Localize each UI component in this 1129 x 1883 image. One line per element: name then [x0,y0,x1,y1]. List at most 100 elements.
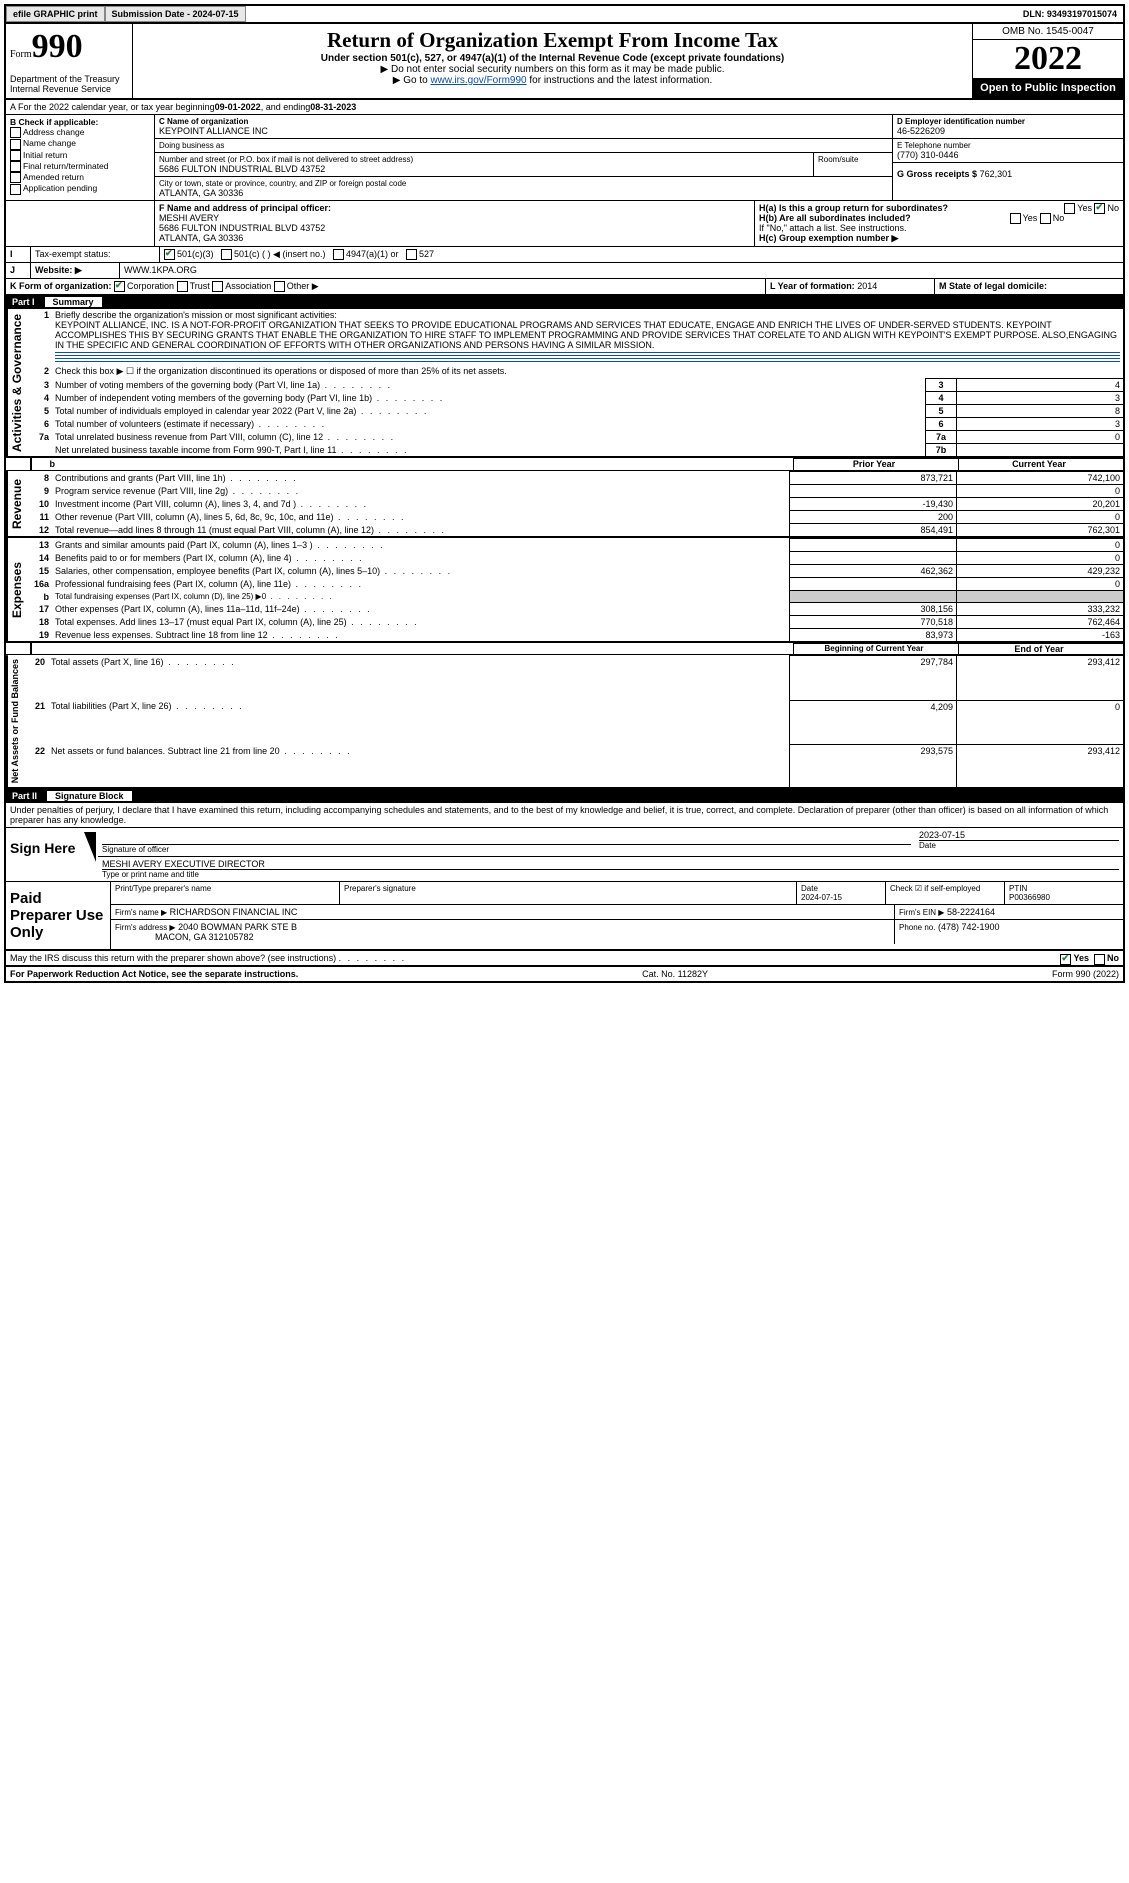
ha-yes-checkbox[interactable] [1064,203,1075,214]
ein-label: D Employer identification number [897,117,1119,126]
discuss-no-checkbox[interactable] [1094,954,1105,965]
501c3-checkbox[interactable] [164,249,175,260]
pra-notice: For Paperwork Reduction Act Notice, see … [10,969,298,979]
end-year-header: End of Year [958,643,1123,654]
table-row: 9Program service revenue (Part VIII, lin… [26,485,1123,498]
firm-addr1: 2040 BOWMAN PARK STE B [178,922,297,932]
assoc-checkbox[interactable] [212,281,223,292]
line-i: I Tax-exempt status: 501(c)(3) 501(c) ( … [6,247,1123,263]
ha-no-checkbox[interactable] [1094,203,1105,214]
footer: For Paperwork Reduction Act Notice, see … [6,967,1123,981]
addr-change-label: Address change [23,127,84,137]
self-emp-label: Check ☑ if self-employed [886,882,1005,904]
501c-checkbox[interactable] [221,249,232,260]
efile-print-button[interactable]: efile GRAPHIC print [6,6,105,22]
part-i-label: Part I [12,297,45,307]
sig-date: 2023-07-15 [919,830,1119,840]
app-pending-checkbox[interactable] [10,184,21,195]
final-return-checkbox[interactable] [10,161,21,172]
addr-change-checkbox[interactable] [10,127,21,138]
hb-label: H(b) Are all subordinates included? [759,213,911,223]
ein-value: 46-5226209 [897,126,1119,136]
name-change-checkbox[interactable] [10,139,21,150]
summary-row: 4Number of independent voting members of… [26,392,1123,405]
top-bar: efile GRAPHIC print Submission Date - 20… [6,6,1123,24]
table-row: 8Contributions and grants (Part VIII, li… [26,472,1123,485]
sign-here-label: Sign Here [6,828,84,881]
year-formation: 2014 [857,281,877,291]
corp-label: Corporation [127,281,174,291]
firm-addr-label: Firm's address ▶ [115,923,176,932]
tel-label: E Telephone number [897,141,1119,150]
tax-year: 2022 [973,40,1123,78]
begin-year-header: Beginning of Current Year [793,643,958,654]
other-label: Other ▶ [287,281,319,291]
final-return-label: Final return/terminated [23,161,109,171]
part-ii-title: Signature Block [47,791,132,801]
prep-date: 2024-07-15 [801,893,842,902]
telephone: (770) 310-0446 [897,150,1119,160]
amended-return-checkbox[interactable] [10,172,21,183]
line-2-text: Check this box ▶ ☐ if the organization d… [52,365,1123,378]
table-row: 14Benefits paid to or for members (Part … [26,552,1123,565]
officer-name: MESHI AVERY [159,213,750,223]
form-org-label: K Form of organization: [10,281,112,291]
city-label: City or town, state or province, country… [159,179,888,188]
netassets-section: Net Assets or Fund Balances 20Total asse… [6,655,1123,789]
street-address: 5686 FULTON INDUSTRIAL BLVD 43752 [159,164,809,174]
trust-checkbox[interactable] [177,281,188,292]
addr-label: Number and street (or P.O. box if mail i… [159,155,809,164]
form-label: Form [10,49,32,60]
col-b-header: B Check if applicable: [10,117,150,127]
summary-row: 6Total number of volunteers (estimate if… [26,418,1123,431]
initial-return-label: Initial return [23,150,67,160]
line-a-mid: , and ending [261,102,311,112]
app-pending-label: Application pending [23,183,97,193]
initial-return-checkbox[interactable] [10,150,21,161]
table-row: bTotal fundraising expenses (Part IX, co… [26,591,1123,603]
tax-exempt-label: Tax-exempt status: [31,247,160,262]
discuss-yes-checkbox[interactable] [1060,954,1071,965]
firm-name: RICHARDSON FINANCIAL INC [170,907,298,917]
activities-governance-section: Activities & Governance 1 Briefly descri… [6,309,1123,458]
na-col-headers: Beginning of Current Year End of Year [6,643,1123,655]
prep-sig-label: Preparer's signature [340,882,797,904]
firm-ein-label: Firm's EIN ▶ [899,908,944,917]
website-label: Website: ▶ [31,263,120,278]
prep-date-label: Date [801,884,818,893]
mission-text: KEYPOINT ALLIANCE, INC. IS A NOT-FOR-PRO… [55,320,1117,350]
perjury-statement: Under penalties of perjury, I declare th… [6,803,1123,828]
line-a-pre: A For the 2022 calendar year, or tax yea… [10,102,215,112]
4947-label: 4947(a)(1) or [346,249,399,259]
form-subtitle: Under section 501(c), 527, or 4947(a)(1)… [137,53,968,64]
officer-printed-name: MESHI AVERY EXECUTIVE DIRECTOR [102,859,1119,869]
ha-label: H(a) Is this a group return for subordin… [759,203,948,213]
expenses-section: Expenses 13Grants and similar amounts pa… [6,538,1123,643]
discuss-line: May the IRS discuss this return with the… [6,951,1123,967]
irs-link[interactable]: www.irs.gov/Form990 [430,75,526,86]
4947-checkbox[interactable] [333,249,344,260]
hb-yes-checkbox[interactable] [1010,213,1021,224]
firm-ein: 58-2224164 [947,907,995,917]
dba-label: Doing business as [159,141,888,150]
type-name-label: Type or print name and title [102,869,1119,879]
submission-date-button[interactable]: Submission Date - 2024-07-15 [105,6,246,22]
cat-no: Cat. No. 11282Y [642,969,708,979]
table-row: 22Net assets or fund balances. Subtract … [22,745,1123,788]
officer-addr1: 5686 FULTON INDUSTRIAL BLVD 43752 [159,223,750,233]
part-i-title: Summary [45,297,102,307]
firm-phone-label: Phone no. [899,923,935,932]
other-checkbox[interactable] [274,281,285,292]
527-checkbox[interactable] [406,249,417,260]
ssn-note: ▶ Do not enter social security numbers o… [137,64,968,75]
hb-no-checkbox[interactable] [1040,213,1051,224]
ag-side-label: Activities & Governance [6,309,26,456]
prep-name-label: Print/Type preparer's name [111,882,340,904]
paid-preparer-section: Paid Preparer Use Only Print/Type prepar… [6,882,1123,951]
summary-row: 7aTotal unrelated business revenue from … [26,431,1123,444]
ptin-label: PTIN [1009,884,1027,893]
table-row: 18Total expenses. Add lines 13–17 (must … [26,616,1123,629]
corp-checkbox[interactable] [114,281,125,292]
org-name-label: C Name of organization [159,117,888,126]
city-state-zip: ATLANTA, GA 30336 [159,188,888,198]
